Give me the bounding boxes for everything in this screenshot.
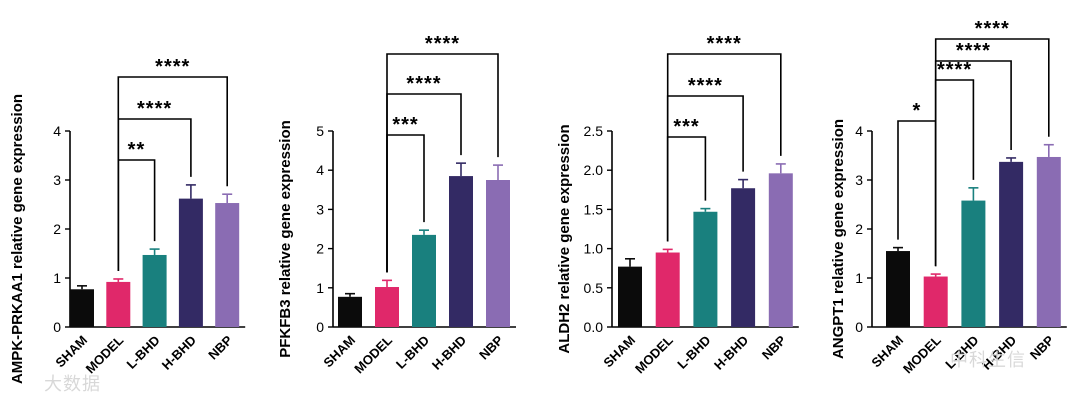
x-tick-label: L-BHD [393,333,432,372]
x-tick-label: L-BHD [124,333,163,372]
x-tick-label: H-BHD [429,333,469,373]
y-tick-label: 3 [316,201,324,217]
bar-h-bhd [178,198,203,327]
bar-l-bhd [693,211,718,327]
x-tick-label: NBP [1027,332,1057,362]
y-tick-label: 2 [855,221,863,237]
y-tick-label: 4 [855,123,863,139]
y-tick-label: 0 [855,319,863,335]
y-axis-label: AMPK-PRKAA1 relative gene expression [9,94,26,384]
y-tick-label: 2.0 [584,162,604,178]
x-tick-label: NBP [476,332,506,362]
y-tick-label: 4 [316,162,324,178]
y-tick-label: 2.5 [584,123,604,139]
significance-label: **** [975,18,1010,40]
significance-label: **** [425,33,460,55]
y-tick-label: 1 [53,270,61,286]
bar-model [655,252,680,327]
bar-sham [70,289,94,327]
significance-label: ** [128,139,146,161]
significance-label: **** [937,59,972,81]
significance-bracket [386,53,499,273]
watermark-right: 中科生信 [950,350,1026,371]
x-tick-label: H-BHD [711,333,751,373]
significance-label: *** [673,116,699,138]
y-tick-label: 1 [855,270,863,286]
bar-nbp [215,203,240,327]
y-tick-label: 0 [53,319,61,335]
y-tick-label: 2 [53,221,61,237]
bar-model [375,287,399,327]
significance-bracket [117,76,228,271]
y-tick-label: 0 [316,319,324,335]
bar-nbp [486,180,510,327]
significance-bracket [897,120,937,267]
significance-label: **** [137,98,172,120]
y-tick-label: 1 [316,280,324,296]
y-tick-label: 1.5 [584,201,604,217]
watermark-left: 大数据 [44,374,101,395]
chart-panel-3: 0.0 0.5 1.0 1.5 2.0 2.5 ALDH2 relative gene ex… [556,33,799,376]
y-tick-label: 5 [316,123,324,139]
significance-label: **** [956,40,991,62]
x-tick-label: MODEL [351,332,395,376]
bar-h-bhd [999,161,1024,327]
y-tick-label: 0.0 [584,319,604,335]
bar-model [923,276,948,327]
x-tick-label: NBP [205,332,235,362]
bar-l-bhd [961,200,986,327]
significance-label: **** [707,33,742,55]
x-tick-label: MODEL [632,332,676,376]
bar-h-bhd [731,188,756,327]
y-tick-label: 2 [316,241,324,257]
chart-panel-1: 0 1 2 3 4 AMPK-PRKAA1 relative gene expressio… [9,56,246,384]
y-axis-label: PFKFB3 relative gene expression [277,120,294,358]
x-tick-label: MODEL [900,332,944,376]
y-tick-label: 3 [53,172,61,188]
significance-bracket [117,159,156,271]
y-tick-label: 0.5 [584,280,604,296]
y-axis-label: ANGPT1 relative gene expression [830,119,847,359]
significance-bracket [934,38,1050,267]
bar-sham [338,296,362,327]
significance-label: **** [688,75,723,97]
x-tick-label: NBP [759,332,789,362]
significance-bracket [666,53,782,242]
bar-model [106,281,131,327]
x-tick-label: H-BHD [159,333,199,373]
bar-h-bhd [449,176,473,327]
bar-sham [886,251,910,327]
significance-label: * [912,100,921,122]
bar-l-bhd [412,234,436,327]
y-axis-label: ALDH2 relative gene expression [556,124,573,353]
x-tick-label: L-BHD [674,333,713,372]
bar-sham [618,266,642,327]
y-tick-label: 3 [855,172,863,188]
y-tick-label: 4 [53,123,61,139]
significance-label: **** [155,56,190,78]
y-tick-label: 1.0 [584,241,604,257]
significance-label: **** [406,73,441,95]
bar-l-bhd [142,254,167,327]
significance-label: *** [392,114,418,136]
bar-nbp [768,173,793,327]
bar-nbp [1036,156,1061,327]
